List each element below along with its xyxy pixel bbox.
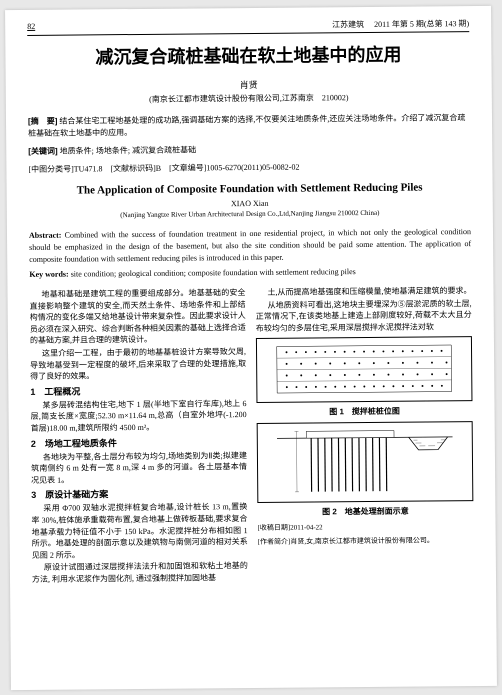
section-3-para-1: 采用 Φ700 双轴水泥搅拌桩复合地基,设计桩长 13 m,置换率 30%,桩体…: [31, 501, 247, 561]
page-number: 82: [27, 22, 35, 33]
footnote-date: [收稿日期]2011-04-22: [258, 521, 474, 533]
figure-2-svg: [258, 422, 473, 502]
keywords-en: Key words: site condition; geological co…: [29, 266, 471, 279]
title-cn: 减沉复合疏桩基础在软土地基中的应用: [27, 40, 469, 70]
section-1-heading: 1 工程概况: [30, 384, 246, 399]
page: 82 江苏建筑 2011 年第 5 期(总第 143 期) 减沉复合疏桩基础在软…: [5, 6, 497, 690]
journal-issue: 江苏建筑 2011 年第 5 期(总第 143 期): [332, 18, 469, 30]
keywords-cn: [关键词] 地质条件; 场地条件; 减沉复合疏桩基础: [28, 142, 470, 158]
abstract-en-label: Abstract:: [29, 231, 62, 240]
keywords-en-text: site condition; geological condition; co…: [71, 267, 356, 278]
author-cn: 肖贤: [28, 76, 470, 93]
keywords-cn-text: 地质条件; 场地条件; 减沉复合疏桩基础: [60, 145, 197, 155]
section-3-heading: 3 原设计基础方案: [31, 487, 247, 502]
section-1-para: 某多层砖混结构住宅,地下 1 层(半地下室自行车库),地上 6 层,简支长度×宽…: [30, 398, 246, 435]
figure-2: [257, 421, 474, 503]
column-right: 土,从而提高地基强度和压缩模量,使地基满足建筑的要求。 从地质资料可看出,这地块…: [255, 285, 474, 584]
affiliation-en: (Nanjing Yangtze River Urban Architectur…: [29, 208, 471, 220]
right-para-top: 土,从而提高地基强度和压缩模量,使地基满足建筑的要求。: [255, 285, 471, 298]
abstract-cn-label: [摘 要]: [28, 117, 57, 126]
title-en: The Application of Composite Foundation …: [29, 181, 471, 197]
keywords-cn-label: [关键词]: [28, 147, 57, 156]
section-2-heading: 2 场地工程地质条件: [31, 436, 247, 451]
figure-1: [256, 336, 473, 403]
section-2-para: 各地块为平整,各土层分布较为均匀,场地类别为Ⅱ类;拟建建筑南侧约 6 m 处有一…: [31, 450, 247, 487]
abstract-en-text: Combined with the success of foundation …: [29, 227, 471, 264]
column-left: 地基和基础是建筑工程的重要组成部分。地基基础的安全直接影响整个建筑的安全,而天然…: [29, 287, 248, 586]
figure-2-caption: 图 2 地基处理剖面示意: [257, 505, 473, 518]
keywords-en-label: Key words:: [29, 270, 68, 279]
intro-para-1: 地基和基础是建筑工程的重要组成部分。地基基础的安全直接影响整个建筑的安全,而天然…: [29, 287, 245, 347]
figure-1-svg: [257, 337, 472, 402]
right-para-mid: 从地质资料可看出,这地块主要埋深为⑤层淤泥质的软土层,正常情况下,在该类地基上建…: [256, 298, 472, 335]
footnote-author: [作者简介]肖贤,女,南京长江都市建筑设计股份有限公司。: [258, 535, 474, 547]
section-3-para-2: 原设计试图通过深层搅拌法法升和加固饱和软粘土地基的方法, 利用水泥浆作为固化剂,…: [32, 560, 248, 585]
abstract-en: Abstract: Combined with the success of f…: [29, 226, 471, 266]
abstract-cn-text: 结合某住宅工程地基处理的成功路,强调基础方案的选择,不仅要关注地质条件,还应关注…: [28, 113, 465, 138]
header: 82 江苏建筑 2011 年第 5 期(总第 143 期): [27, 18, 469, 36]
abstract-cn: [摘 要] 结合某住宅工程地基处理的成功路,强调基础方案的选择,不仅要关注地质条…: [28, 112, 470, 140]
figure-1-caption: 图 1 搅拌桩桩位图: [257, 405, 473, 418]
affiliation-cn: (南京长江都市建筑设计股份有限公司,江苏南京 210002): [28, 91, 470, 106]
intro-para-2: 这里介绍一工程，由于最初的地基基桩设计方案导致欠周,导致地基受到一定程度的破坏,…: [30, 346, 246, 383]
body-columns: 地基和基础是建筑工程的重要组成部分。地基基础的安全直接影响整个建筑的安全,而天然…: [29, 285, 474, 586]
classification: [中图分类号]TU471.8 [文献标识码]B [文章编号]1005-6270(…: [28, 160, 470, 175]
